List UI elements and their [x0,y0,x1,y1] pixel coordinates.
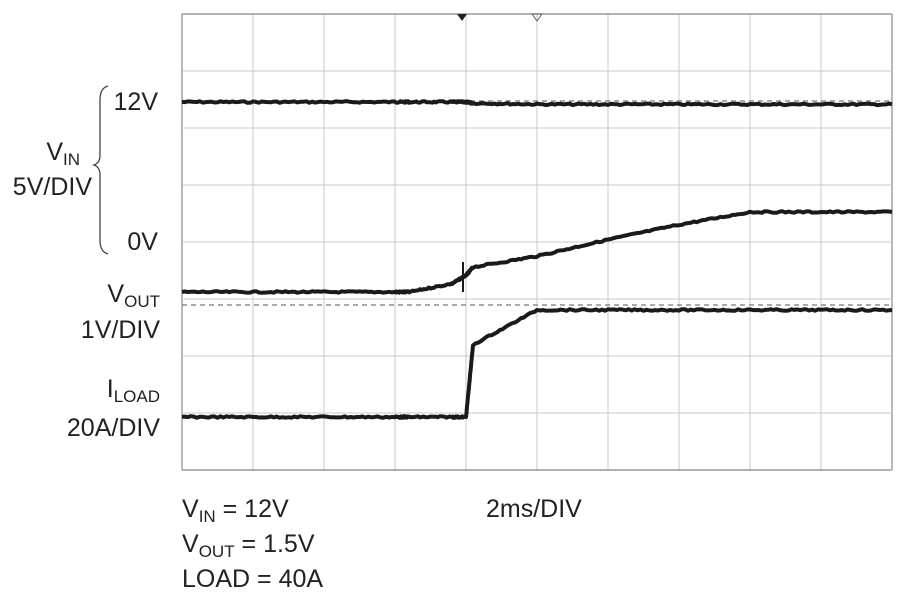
trigger-marker [457,14,467,21]
iload-label-name: I [106,375,114,403]
trace-vout [181,209,893,295]
condition-vout-value: = 1.5V [234,530,315,558]
condition-vout-sub: OUT [198,542,235,561]
trace-vin [181,99,893,108]
traces [181,99,893,420]
condition-vin-name: V [182,495,199,523]
vin-label-name: V [46,138,63,166]
vout-label: VOUT [60,280,160,311]
vin-ref-high-label: 12V [113,88,158,116]
trace-iload [181,307,893,420]
vout-scale-label: 1V/DIV [80,316,160,344]
vin-label: VIN [0,138,80,169]
vin-label-sub: IN [63,150,80,169]
vin-bracket [91,85,109,255]
vout-label-name: V [107,280,125,308]
timebase-label: 2ms/DIV [486,495,582,523]
vout-label-sub: OUT [124,292,160,311]
condition-vout: VOUT = 1.5V [182,530,315,561]
vin-scale-label: 5V/DIV [12,173,92,201]
iload-scale-label: 20A/DIV [66,414,160,442]
condition-load: LOAD = 40A [182,565,324,593]
condition-vin: VIN = 12V [182,495,289,526]
iload-label-sub: LOAD [113,387,160,406]
condition-vin-sub: IN [198,507,216,526]
condition-vin-value: = 12V [215,495,289,523]
grid [181,13,893,471]
condition-vout-name: V [182,530,199,558]
vin-ref-low-label: 0V [127,228,158,256]
iload-label: ILOAD [40,375,160,406]
cursor-marker [531,13,543,22]
trigger-markers [457,13,543,22]
reference-lines [91,85,892,306]
